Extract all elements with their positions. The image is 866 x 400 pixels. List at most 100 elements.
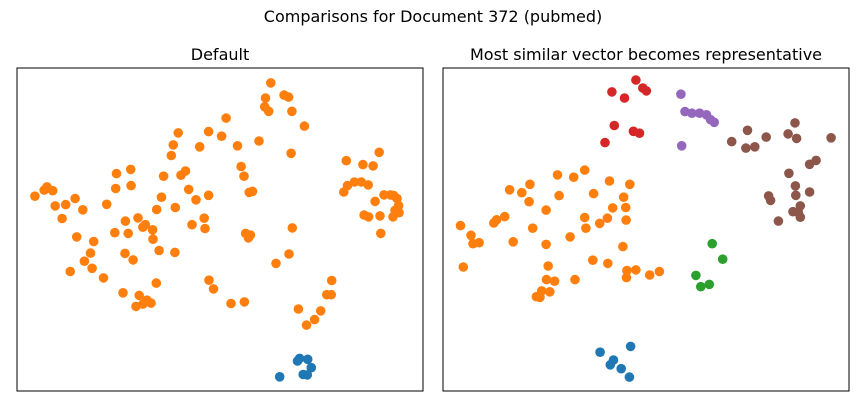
scatter-point xyxy=(455,220,466,231)
scatter-point xyxy=(70,193,80,204)
scatter-point xyxy=(726,136,737,147)
scatter-point xyxy=(60,199,71,210)
scatter-point xyxy=(691,270,701,281)
scatter-point xyxy=(315,306,326,316)
scatter-point xyxy=(761,132,771,142)
scatter-point xyxy=(194,142,205,152)
panel-default: Default xyxy=(16,45,424,392)
scatter-point xyxy=(363,212,374,222)
scatter-point xyxy=(474,237,484,248)
scatter-point xyxy=(239,171,249,181)
scatter-point xyxy=(147,225,158,235)
scatter-point xyxy=(784,168,794,179)
scatter-point xyxy=(616,363,626,374)
scatter-point xyxy=(170,202,181,213)
scatter-point xyxy=(605,360,616,370)
scatter-point xyxy=(624,372,635,382)
scatter-point xyxy=(791,133,802,144)
scatter-point xyxy=(603,258,613,269)
scatter-point xyxy=(199,213,209,223)
scatter-point xyxy=(232,141,243,151)
scatter-point xyxy=(120,248,130,259)
scatter-point xyxy=(631,75,641,85)
scatter-point xyxy=(676,89,686,99)
scatter-point xyxy=(306,362,317,373)
scatter-point xyxy=(301,320,312,330)
scatter-point xyxy=(545,287,555,297)
scatter-point xyxy=(65,266,75,277)
scatter-point xyxy=(638,83,648,93)
scatter-point xyxy=(804,187,815,197)
scatter-point xyxy=(499,211,510,222)
scatter-point xyxy=(85,248,96,258)
scatter-point xyxy=(634,128,645,138)
scatter-point xyxy=(717,254,728,264)
scatter-point xyxy=(565,232,575,242)
scatter-point xyxy=(39,185,49,195)
scatter-point xyxy=(244,187,254,198)
scatter-point xyxy=(126,180,136,191)
scatter-point xyxy=(154,245,164,256)
scatter-point xyxy=(676,141,687,151)
scatter-point xyxy=(741,143,751,153)
scatter-point xyxy=(50,201,60,211)
scatter-point xyxy=(622,265,632,276)
scatter-point xyxy=(299,121,310,131)
scatter-point xyxy=(531,291,542,302)
scatter-point xyxy=(620,202,631,213)
scatter-point xyxy=(120,216,131,226)
scatter-point xyxy=(284,249,294,259)
scatter-point xyxy=(609,120,620,131)
scatter-point xyxy=(78,205,88,215)
scatter-point xyxy=(204,275,214,286)
scatter-point xyxy=(579,165,590,175)
scatter-point xyxy=(625,341,636,352)
scatter-point xyxy=(541,205,551,215)
scatter-point xyxy=(374,147,385,158)
scatter-point xyxy=(148,234,158,244)
scatter-point xyxy=(110,227,120,238)
scatter-point xyxy=(191,195,201,205)
scatter-point xyxy=(370,196,380,207)
scatter-point xyxy=(146,298,156,308)
scatter-point xyxy=(274,372,285,382)
scatter-point xyxy=(358,159,368,170)
points-layer xyxy=(30,78,404,382)
scatter-point xyxy=(98,273,109,283)
scatter-point xyxy=(570,274,580,285)
scatter-point xyxy=(57,213,67,224)
scatter-point xyxy=(549,276,560,287)
scatter-point xyxy=(707,238,717,249)
scatter-point xyxy=(200,223,210,234)
scatter-point xyxy=(704,279,715,290)
scatter-point xyxy=(579,212,590,223)
scatter-point xyxy=(302,354,313,365)
scatter-point xyxy=(826,133,836,143)
scatter-point xyxy=(504,185,515,195)
scatter-point xyxy=(625,179,635,190)
scatter-point xyxy=(595,347,605,358)
scatter-point xyxy=(376,228,386,239)
scatter-point xyxy=(243,233,254,243)
scatter-point xyxy=(773,216,784,226)
scatter-point xyxy=(618,192,629,202)
panel-most-similar: Most similar vector becomes representati… xyxy=(442,45,850,392)
scatter-point xyxy=(742,125,753,136)
scatter-point xyxy=(602,213,613,223)
scatter-point xyxy=(168,140,179,150)
scatter-point xyxy=(517,187,527,198)
scatter-point xyxy=(101,199,112,210)
scatter-point xyxy=(791,190,801,201)
scatter-point xyxy=(87,263,97,274)
scatter-point xyxy=(221,113,231,123)
scatter-point xyxy=(491,215,502,225)
scatter-point xyxy=(621,272,632,283)
scatter-point xyxy=(654,266,665,277)
scatter-point xyxy=(543,261,553,271)
scatter-point xyxy=(226,298,236,309)
scatter-point xyxy=(134,290,144,301)
scatter-point xyxy=(790,118,800,128)
scatter-point xyxy=(594,218,605,229)
scatter-point xyxy=(151,278,162,288)
scatter-point xyxy=(709,117,719,128)
